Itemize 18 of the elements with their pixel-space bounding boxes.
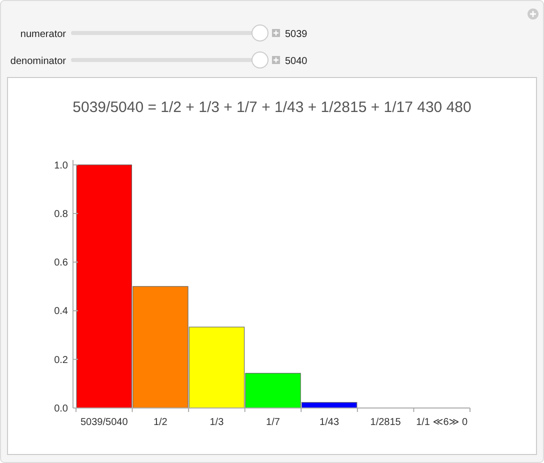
text: numerator bbox=[20, 29, 67, 40]
y-tick-label: 0.4 bbox=[54, 306, 68, 318]
y-tick-label: 1.0 bbox=[54, 160, 68, 172]
text: denominator bbox=[10, 56, 67, 67]
y-tick-label: 0.8 bbox=[54, 208, 68, 220]
text: 5040 bbox=[285, 56, 308, 67]
x-tick-label: 1/2815 bbox=[370, 417, 402, 428]
x-tick-label: 1/3 bbox=[210, 417, 224, 428]
text: 5039 bbox=[285, 29, 308, 40]
y-tick-label: 0.2 bbox=[54, 354, 68, 366]
x-tick-label: 1/7 bbox=[266, 417, 280, 428]
x-tick-label: 1/43 bbox=[320, 417, 340, 428]
y-tick-label: 0.0 bbox=[54, 404, 68, 414]
y-tick-label: 0.6 bbox=[54, 258, 68, 269]
chart-title: 5039/5040 = 1/2 + 1/3 + 1/7 + 1/43 + 1/2815 + 1/17 430 480 bbox=[72, 99, 472, 116]
x-tick-label: 5039/5040 bbox=[80, 417, 128, 428]
x-tick-label: 1/1 ≪6≫ 0 bbox=[416, 417, 468, 428]
x-tick-label: 1/2 bbox=[153, 417, 168, 428]
